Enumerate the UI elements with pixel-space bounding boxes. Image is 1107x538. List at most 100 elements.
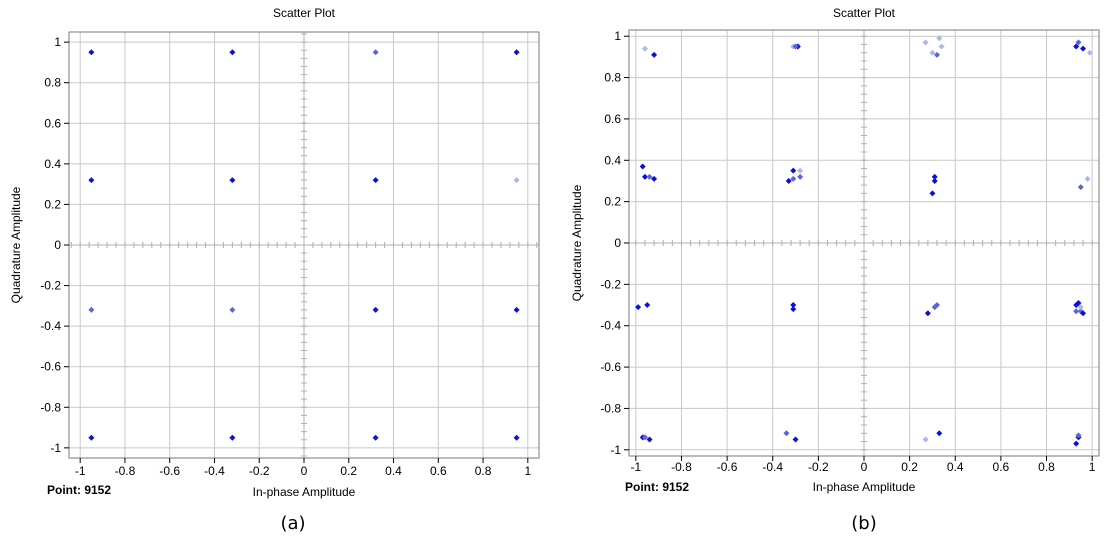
y-tick-label: 0.4 [44, 157, 61, 171]
scatter-point [797, 173, 804, 180]
scatter-point [790, 175, 797, 182]
x-tick-label: 1 [524, 464, 531, 478]
x-tick-label: 0 [861, 460, 868, 474]
scatter-point [229, 306, 236, 313]
scatter-point [797, 167, 804, 174]
scatter-chart-a: Scatter Plot -1 -0.8 -0.6 -0.4 -0.2 0 0.2 0.4 0.6… [9, 6, 540, 534]
x-tick-label: -0.6 [159, 464, 180, 478]
x-tick-label: 0.6 [993, 460, 1010, 474]
scatter-point [792, 436, 799, 443]
y-tick-label: 0.6 [604, 112, 621, 126]
scatter-point [646, 173, 653, 180]
x-tick-label: -0.6 [717, 460, 738, 474]
x-tick-label: -0.8 [671, 460, 692, 474]
scatter-point [651, 51, 658, 58]
x-tick-label: -0.4 [762, 460, 783, 474]
y-tick-label: 0.6 [44, 116, 61, 130]
y-tick-label: -0.2 [600, 277, 621, 291]
y-tick-label: -0.6 [600, 360, 621, 374]
center-minor-ticks [70, 33, 538, 457]
scatter-point [1086, 49, 1093, 56]
scatter-point [931, 304, 938, 311]
x-axis-label: In-phase Amplitude [253, 485, 356, 499]
scatter-point [924, 310, 931, 317]
scatter-point [929, 49, 936, 56]
scatter-point [1073, 43, 1080, 50]
figure-caption: (b) [851, 513, 876, 534]
scatter-point [936, 35, 943, 42]
scatter-point [229, 434, 236, 441]
x-tick-label: 0 [301, 464, 308, 478]
y-tick-label: 0.8 [604, 71, 621, 85]
x-tick-label: -1 [631, 460, 642, 474]
scatter-point [790, 167, 797, 174]
scatter-point [372, 49, 379, 56]
y-tick-label: -0.8 [40, 400, 61, 414]
y-tick-label: 0.2 [44, 197, 61, 211]
y-axis-label: Quadrature Amplitude [570, 184, 584, 301]
scatter-point [229, 177, 236, 184]
x-tick-label: 0.4 [385, 464, 402, 478]
scatter-point [88, 49, 95, 56]
y-tick-label: -0.4 [40, 319, 61, 333]
scatter-point [1080, 45, 1087, 52]
y-tick-label: -0.4 [600, 319, 621, 333]
chart-title: Scatter Plot [833, 6, 896, 20]
y-tick-label: -0.2 [40, 279, 61, 293]
scatter-point [922, 436, 929, 443]
x-tick-label: 0.4 [947, 460, 964, 474]
scatter-point [641, 173, 648, 180]
y-tick-label: 0 [54, 238, 61, 252]
scatter-point [88, 434, 95, 441]
center-minor-ticks [635, 35, 1093, 451]
scatter-point [88, 177, 95, 184]
y-tick-label: -1 [50, 441, 61, 455]
x-tick-label: 1 [1089, 460, 1096, 474]
scatter-point [513, 49, 520, 56]
scatter-point [938, 43, 945, 50]
x-tick-label: -0.2 [808, 460, 829, 474]
scatter-point [641, 434, 648, 441]
x-tick-label: -1 [75, 464, 86, 478]
x-tick-label: 0.6 [430, 464, 447, 478]
scatter-point [922, 39, 929, 46]
scatter-point [372, 306, 379, 313]
scatter-point [929, 190, 936, 197]
scatter-point [372, 177, 379, 184]
x-axis-label: In-phase Amplitude [813, 480, 916, 494]
scatter-point [1073, 308, 1080, 315]
point-count-label: Point: 9152 [625, 480, 689, 494]
scatter-chart-b: Scatter Plot -1 -0.8 -0.6 -0.4 -0.2 0 0.2 0.4 0.6… [570, 6, 1100, 534]
scatter-point [646, 436, 653, 443]
scatter-point [513, 177, 520, 184]
scatter-point [229, 49, 236, 56]
scatter-point [372, 434, 379, 441]
y-tick-label: 0 [614, 236, 621, 250]
scatter-point [934, 51, 941, 58]
y-tick-label: 1 [54, 35, 61, 49]
scatter-point [1073, 440, 1080, 447]
scatter-point [88, 306, 95, 313]
scatter-point [513, 306, 520, 313]
x-tick-label: 0.2 [340, 464, 357, 478]
scatter-panel-a: Scatter Plot -1 -0.8 -0.6 -0.4 -0.2 0 0.2 0.4 0.6… [0, 0, 553, 538]
x-tick-label: -0.4 [204, 464, 225, 478]
scatter-point [1075, 432, 1082, 439]
scatter-point [641, 45, 648, 52]
scatter-point [1084, 175, 1091, 182]
y-tick-label: 0.4 [604, 153, 621, 167]
scatter-point [792, 43, 799, 50]
y-tick-label: 1 [614, 29, 621, 43]
x-tick-label: 0.8 [1038, 460, 1055, 474]
y-tick-label: -0.6 [40, 360, 61, 374]
data-points [635, 35, 1093, 447]
scatter-point [1077, 304, 1084, 311]
y-tick-label: 0.2 [604, 195, 621, 209]
scatter-point [639, 163, 646, 170]
scatter-point [936, 430, 943, 437]
y-tick-label: -1 [610, 443, 621, 457]
scatter-point [783, 430, 790, 437]
y-axis-label: Quadrature Amplitude [9, 186, 23, 303]
scatter-point [1075, 299, 1082, 306]
scatter-point [1080, 310, 1087, 317]
